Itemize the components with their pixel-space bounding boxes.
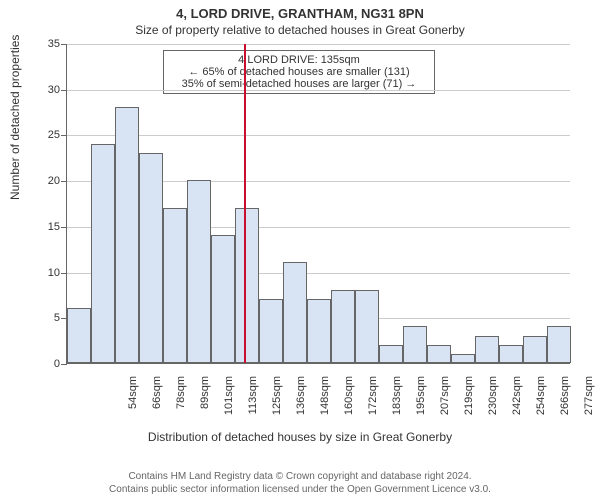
histogram-bar [451,354,475,363]
x-tick-label: 242sqm [511,376,523,426]
y-axis-label: Number of detached properties [8,35,22,200]
histogram-bar [187,180,211,363]
histogram-bar [523,336,547,363]
x-tick-label: 160sqm [343,376,355,426]
histogram-bar [403,326,427,363]
histogram-bar [259,299,283,363]
footer-line1: Contains HM Land Registry data © Crown c… [0,470,600,483]
y-tick-label: 10 [48,267,60,279]
x-tick-label: 66sqm [151,376,163,426]
marker-line [244,44,246,363]
y-tick-label: 20 [48,175,60,187]
chart-title-line1: 4, LORD DRIVE, GRANTHAM, NG31 8PN [0,0,600,21]
x-tick-label: 207sqm [439,376,451,426]
x-tick-label: 266sqm [559,376,571,426]
histogram-bar [379,345,403,363]
histogram-bar [475,336,499,363]
histogram-bar [427,345,451,363]
histogram-bar [139,153,163,363]
histogram-bar [547,326,571,363]
x-tick-label: 89sqm [199,376,211,426]
y-tick [61,181,67,182]
x-tick-label: 183sqm [391,376,403,426]
x-tick-label: 230sqm [487,376,499,426]
chart-title-line2: Size of property relative to detached ho… [0,21,600,37]
x-tick-label: 125sqm [271,376,283,426]
histogram-bar [211,235,235,363]
gridline [67,44,570,45]
gridline [67,90,570,91]
y-tick-label: 30 [48,84,60,96]
x-tick-label: 78sqm [175,376,187,426]
y-tick-label: 5 [54,312,60,324]
annotation-box: 4 LORD DRIVE: 135sqm ← 65% of detached h… [163,50,435,94]
histogram-bar [355,290,379,363]
y-tick [61,44,67,45]
histogram-bar [283,262,307,363]
histogram-bar [115,107,139,363]
x-tick-label: 54sqm [127,376,139,426]
x-tick-label: 136sqm [295,376,307,426]
x-tick-label: 254sqm [535,376,547,426]
gridline [67,135,570,136]
x-tick-label: 101sqm [223,376,235,426]
histogram-bar [331,290,355,363]
chart-area: 4 LORD DRIVE: 135sqm ← 65% of detached h… [40,44,570,414]
x-tick-label: 195sqm [415,376,427,426]
annotation-line1: 4 LORD DRIVE: 135sqm [168,54,430,66]
y-tick [61,90,67,91]
histogram-bar [499,345,523,363]
histogram-bar [163,208,187,363]
histogram-bar [91,144,115,363]
x-tick-label: 172sqm [367,376,379,426]
x-tick-label: 219sqm [463,376,475,426]
x-axis-label: Distribution of detached houses by size … [0,430,600,444]
y-tick [61,135,67,136]
x-tick-label: 113sqm [247,376,259,426]
plot-region: 4 LORD DRIVE: 135sqm ← 65% of detached h… [66,44,570,364]
histogram-bar [235,208,259,363]
histogram-bar [67,308,91,363]
x-tick-label: 148sqm [319,376,331,426]
annotation-line2: ← 65% of detached houses are smaller (13… [168,66,430,78]
y-tick [61,227,67,228]
footer-line2: Contains public sector information licen… [0,483,600,496]
y-tick-label: 35 [48,38,60,50]
x-tick-label: 277sqm [583,376,595,426]
y-tick-label: 25 [48,129,60,141]
y-tick [61,273,67,274]
y-tick [61,364,67,365]
y-tick-label: 0 [54,358,60,370]
histogram-bar [307,299,331,363]
annotation-line3: 35% of semi-detached houses are larger (… [168,78,430,90]
footer: Contains HM Land Registry data © Crown c… [0,470,600,496]
y-tick-label: 15 [48,221,60,233]
